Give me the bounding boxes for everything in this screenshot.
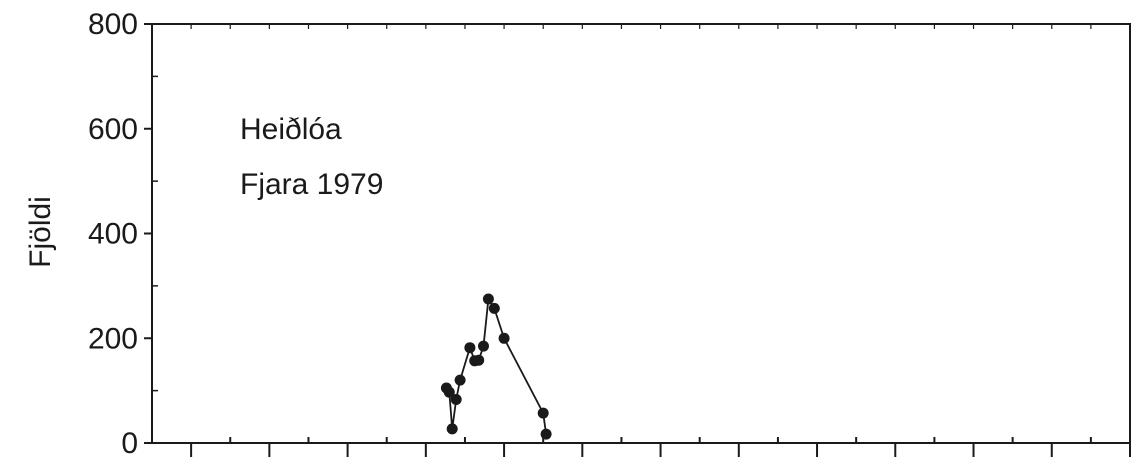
x-axis-ticks — [151, 24, 1131, 457]
y-tick-label: 400 — [88, 218, 138, 251]
data-point — [498, 332, 510, 344]
data-point — [464, 342, 476, 354]
data-point — [454, 374, 466, 386]
y-axis-tick-labels: 0 200 400 600 800 — [88, 8, 138, 460]
data-point — [478, 340, 489, 352]
annotation-line-2: Fjara 1979 — [240, 168, 383, 201]
plot-frame — [151, 23, 1131, 444]
data-point — [482, 293, 494, 305]
data-point — [488, 302, 500, 314]
y-axis-ticks — [144, 23, 158, 444]
y-tick-label: 800 — [88, 8, 138, 41]
annotation-line-1: Heiðlóa — [240, 113, 342, 146]
series-line — [445, 296, 547, 435]
y-tick-label: 0 — [121, 427, 138, 460]
plot-border — [151, 23, 1131, 444]
data-point — [450, 394, 462, 405]
y-axis-title: Fjöldi — [24, 196, 57, 268]
data-point — [473, 354, 485, 366]
data-point — [540, 428, 552, 440]
data-point — [443, 386, 455, 398]
y-tick-label: 600 — [88, 113, 138, 146]
y-tick-label: 200 — [88, 322, 138, 355]
series — [440, 293, 552, 440]
data-point — [537, 407, 549, 419]
data-point — [446, 423, 458, 435]
annotation: Heiðlóa Fjara 1979 — [240, 113, 383, 201]
